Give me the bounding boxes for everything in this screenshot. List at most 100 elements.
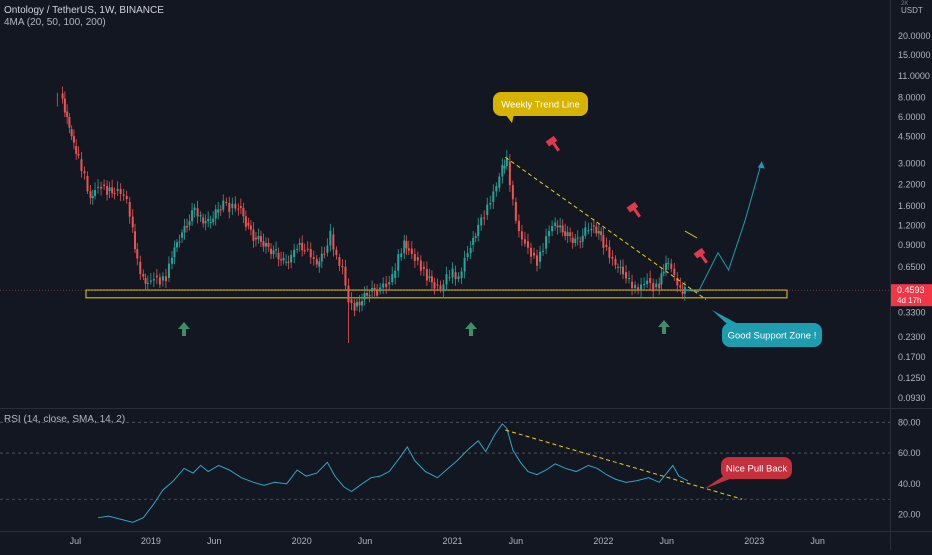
candle-down <box>315 258 318 265</box>
time-tick-label: 2022 <box>593 536 613 546</box>
candle-down <box>202 217 205 224</box>
candle-down <box>652 282 655 292</box>
candle-up <box>257 236 260 240</box>
price-tick-label: 15.0000 <box>898 50 931 60</box>
price-tick-label: 0.6500 <box>898 262 926 272</box>
candle-down <box>122 194 125 196</box>
candle-up <box>204 221 207 224</box>
time-tick-label: 2023 <box>744 536 764 546</box>
candle-down <box>139 261 142 274</box>
candle-up <box>428 276 431 279</box>
hammer-icon <box>545 135 560 152</box>
candle-down <box>376 290 379 296</box>
support-zone-box[interactable] <box>85 289 788 299</box>
hammer-icon <box>626 201 641 218</box>
time-tick-label: Jun <box>509 536 524 546</box>
candle-down <box>119 188 122 194</box>
price-tick-label: 0.3300 <box>898 307 926 317</box>
candle-up <box>207 218 210 222</box>
candle-up <box>542 250 545 252</box>
price-tick-label: 1.6000 <box>898 201 926 211</box>
candle-up <box>403 240 406 254</box>
candle-down <box>219 209 222 211</box>
candle-down <box>128 201 131 217</box>
rsi-tick-label: 20.00 <box>898 510 921 520</box>
candle-up <box>597 231 600 234</box>
candle-down <box>196 208 199 217</box>
candle-up <box>619 266 622 268</box>
candle-down <box>77 153 80 156</box>
candle-down <box>242 207 245 217</box>
candle-down <box>323 253 326 255</box>
candle-up <box>660 273 663 285</box>
candle-up <box>559 225 562 228</box>
candle-up <box>264 243 267 247</box>
candle-down <box>405 241 408 249</box>
candle-down <box>526 241 529 248</box>
candle-up <box>170 257 173 264</box>
candle-down <box>425 268 428 281</box>
candle-up <box>662 271 665 274</box>
candle-up <box>296 248 299 250</box>
price-tag <box>891 284 932 307</box>
candle-down <box>350 299 353 304</box>
candle-down <box>244 216 247 227</box>
candle-down <box>658 283 661 289</box>
candle-down <box>136 249 139 259</box>
candle-down <box>83 171 86 174</box>
candle-up <box>97 186 100 188</box>
candle-down <box>649 278 652 283</box>
up-arrow-icon <box>178 322 190 336</box>
price-tick-label: 0.1700 <box>898 352 926 362</box>
candle-down <box>100 186 103 189</box>
candle-up <box>146 283 149 285</box>
candle-down <box>312 257 315 259</box>
candle-down <box>529 247 532 257</box>
candle-up <box>167 263 170 279</box>
rsi-trend-line[interactable] <box>505 429 743 500</box>
candle-down <box>61 93 64 99</box>
candle-up <box>175 242 178 248</box>
time-tick-label: Jun <box>207 536 222 546</box>
candle-down <box>267 243 270 247</box>
candle-up <box>298 242 301 245</box>
candle-up <box>397 254 400 271</box>
support-zone-callout[interactable] <box>722 323 822 347</box>
candle-up <box>356 301 359 307</box>
candle-down <box>407 248 410 251</box>
candle-up <box>505 157 508 167</box>
candle-down <box>247 222 250 226</box>
candle-up <box>199 215 202 217</box>
weekly-trend-line[interactable] <box>505 156 707 300</box>
candle-down <box>676 278 679 286</box>
candle-up <box>576 237 579 239</box>
time-tick-label: Jun <box>810 536 825 546</box>
candle-down <box>86 175 89 192</box>
candle-up <box>382 283 385 288</box>
candle-up <box>634 284 637 289</box>
trend-line-callout[interactable] <box>493 92 588 116</box>
price-tick-label: 8.0000 <box>898 93 926 103</box>
candle-down <box>625 272 628 279</box>
candle-down <box>517 220 520 232</box>
candle-down <box>419 260 422 271</box>
candle-down <box>579 241 582 243</box>
candle-up <box>548 230 551 237</box>
candle-down <box>347 285 350 303</box>
candle-down <box>561 225 564 233</box>
pullback-callout-text: Nice Pull Back <box>726 464 787 475</box>
candle-up <box>584 227 587 236</box>
candle-down <box>536 255 539 266</box>
candle-up <box>212 218 215 223</box>
candle-up <box>400 253 403 258</box>
candle-up <box>495 186 498 192</box>
candle-up <box>643 284 646 286</box>
candle-up <box>368 295 371 297</box>
projection-path[interactable] <box>684 161 763 293</box>
pullback-callout[interactable] <box>721 457 792 479</box>
candle-up <box>188 221 191 226</box>
candle-down <box>556 225 559 228</box>
rsi-line[interactable] <box>97 423 689 523</box>
